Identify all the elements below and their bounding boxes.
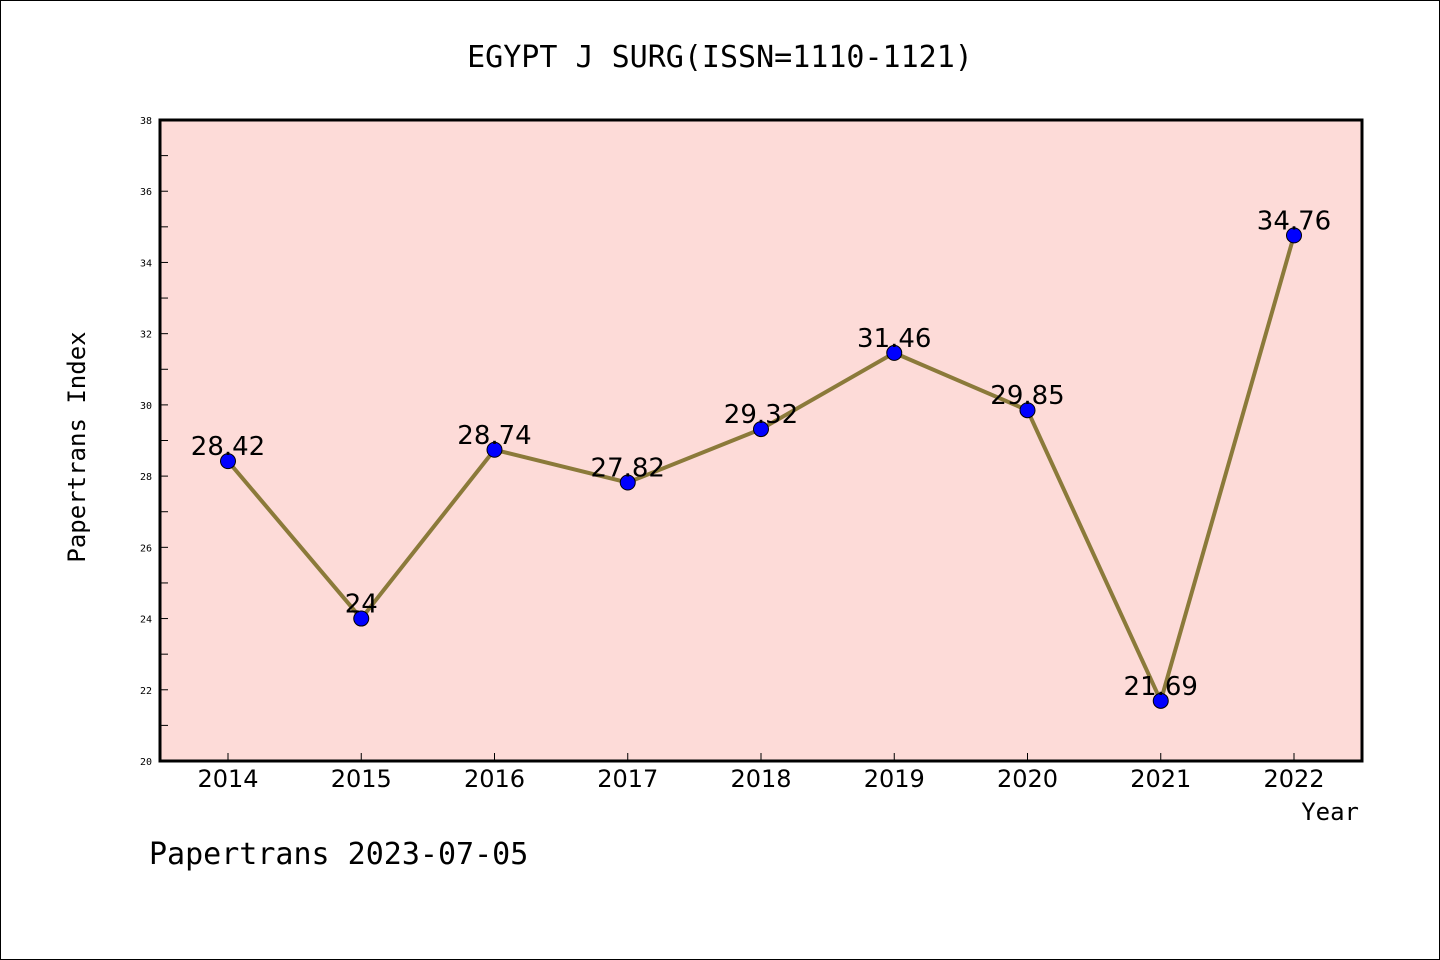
y-tick-label: 32: [140, 330, 152, 341]
x-tick-label: 2018: [730, 765, 791, 793]
y-tick-label: 20: [140, 757, 152, 768]
y-tick-label: 24: [140, 615, 152, 626]
y-tick-label: 30: [140, 401, 152, 412]
watermark-text: Papertrans 2023-07-05: [149, 837, 528, 872]
y-tick-label: 34: [140, 258, 152, 269]
y-tick-label: 22: [140, 686, 152, 697]
y-tick-label: 26: [140, 543, 152, 554]
y-tick-label: 28: [140, 472, 152, 483]
data-point: [886, 344, 903, 361]
x-tick-label: 2022: [1263, 765, 1324, 793]
x-tick-label: 2017: [597, 765, 658, 793]
x-tick-label: 2021: [1130, 765, 1191, 793]
plot-area: [158, 118, 1364, 763]
data-point: [1152, 692, 1169, 709]
data-point: [1286, 227, 1302, 244]
data-label: 34.76: [1257, 206, 1331, 236]
data-point: [220, 453, 236, 470]
data-label: 28.42: [191, 432, 265, 462]
x-tick-label: 2019: [864, 765, 925, 793]
data-labels-group: 28.42 24 28.74 27.82 29.32 31.46 29.85 21.69 34.…: [191, 206, 1331, 701]
x-tick-label: 2015: [331, 765, 392, 793]
x-tick-label: 2020: [997, 765, 1058, 793]
data-point: [353, 610, 370, 627]
data-point: [1019, 402, 1036, 419]
x-axis: 2014 2015 2016 2017 2018 2019 2020 2021 2022: [197, 753, 1325, 793]
data-point: [486, 441, 503, 458]
y-axis-label: Papertrans Index: [63, 331, 91, 562]
x-tick-label: 2016: [464, 765, 525, 793]
data-label: 21.69: [1124, 672, 1198, 702]
data-label: 29.32: [724, 400, 798, 430]
x-axis-label: Year: [1301, 798, 1359, 826]
data-label: 24: [345, 590, 378, 620]
data-point: [753, 421, 769, 438]
data-point: [619, 474, 636, 491]
markers-group: [220, 227, 1302, 709]
data-label: 28.74: [457, 421, 531, 451]
data-label: 31.46: [857, 324, 931, 354]
y-axis: 20 22 24 26 28 30 32 34 36 38: [140, 116, 168, 768]
y-tick-label: 36: [140, 187, 152, 198]
data-label: 29.85: [990, 381, 1064, 411]
y-tick-label: 38: [140, 116, 152, 127]
data-label: 27.82: [591, 454, 665, 484]
x-tick-label: 2014: [197, 765, 258, 793]
chart-title: EGYPT J SURG(ISSN=1110-1121): [467, 40, 973, 75]
